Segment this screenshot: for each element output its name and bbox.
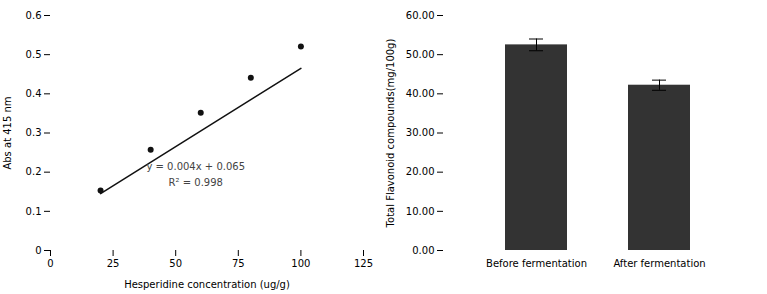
svg-text:50.00: 50.00 [406, 49, 435, 60]
svg-text:0.00: 0.00 [412, 245, 434, 256]
svg-text:10.00: 10.00 [406, 206, 435, 217]
svg-text:0.1: 0.1 [26, 206, 42, 217]
svg-text:0: 0 [35, 245, 41, 256]
svg-text:0.2: 0.2 [26, 166, 42, 177]
svg-text:y = 0.004x + 0.065: y = 0.004x + 0.065 [146, 161, 245, 172]
svg-text:R² = 0.998: R² = 0.998 [169, 177, 223, 188]
svg-text:20.00: 20.00 [406, 166, 435, 177]
svg-text:0.6: 0.6 [26, 10, 42, 21]
svg-text:Total Flavonoid compounds(mg/1: Total Flavonoid compounds(mg/100g) [385, 39, 396, 229]
svg-text:0: 0 [47, 258, 53, 269]
svg-text:50: 50 [169, 258, 182, 269]
svg-text:60.00: 60.00 [406, 10, 435, 21]
svg-text:After fermentation: After fermentation [613, 258, 705, 269]
svg-text:100: 100 [291, 258, 310, 269]
svg-text:0.4: 0.4 [26, 88, 42, 99]
svg-text:75: 75 [232, 258, 245, 269]
svg-text:125: 125 [354, 258, 373, 269]
svg-text:40.00: 40.00 [406, 88, 435, 99]
svg-text:25: 25 [107, 258, 120, 269]
svg-text:Abs at 415 nm: Abs at 415 nm [2, 96, 13, 169]
svg-text:30.00: 30.00 [406, 127, 435, 138]
svg-text:0.5: 0.5 [26, 49, 42, 60]
svg-text:Hesperidine concentration (ug/: Hesperidine concentration (ug/g) [124, 279, 290, 290]
svg-text:0.3: 0.3 [26, 127, 42, 138]
svg-text:Before fermentation: Before fermentation [486, 258, 587, 269]
